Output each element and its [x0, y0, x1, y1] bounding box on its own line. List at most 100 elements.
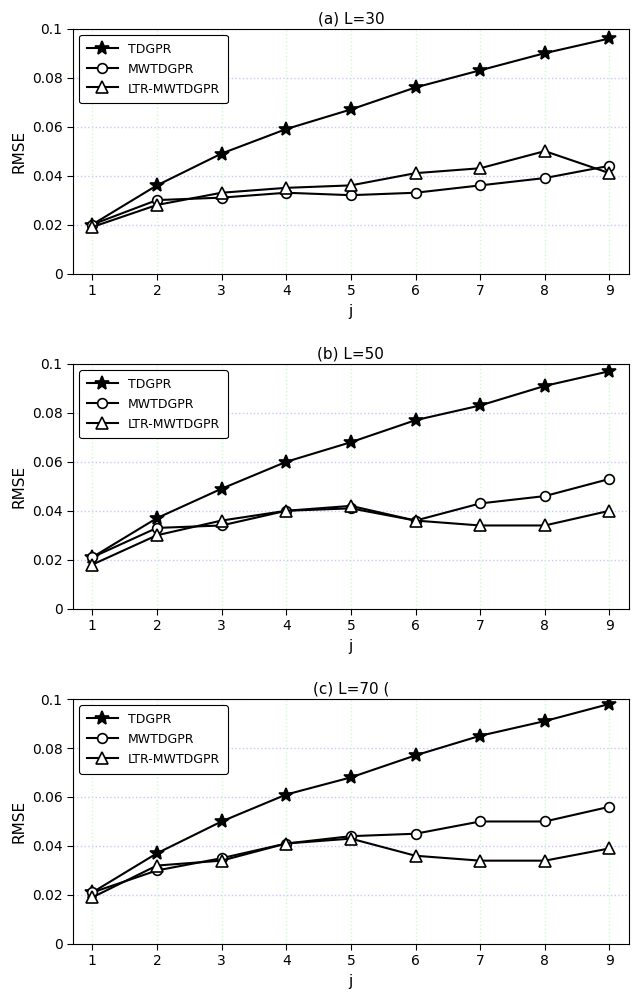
TDGPR — [282, 123, 290, 135]
LTR-MWTDGPR — [153, 199, 161, 211]
Title: (a) L=30: (a) L=30 — [317, 11, 384, 26]
MWTDGPR — [605, 801, 613, 813]
LTR-MWTDGPR — [605, 505, 613, 517]
TDGPR — [218, 483, 225, 495]
MWTDGPR — [218, 852, 225, 864]
Line: MWTDGPR: MWTDGPR — [88, 802, 614, 897]
LTR-MWTDGPR — [605, 842, 613, 854]
MWTDGPR — [347, 502, 355, 514]
LTR-MWTDGPR — [605, 167, 613, 179]
TDGPR — [153, 179, 161, 191]
MWTDGPR — [412, 828, 419, 840]
LTR-MWTDGPR — [541, 519, 548, 531]
TDGPR — [347, 436, 355, 448]
LTR-MWTDGPR — [88, 891, 96, 903]
TDGPR — [218, 815, 225, 827]
Line: LTR-MWTDGPR: LTR-MWTDGPR — [86, 500, 615, 570]
TDGPR — [347, 771, 355, 783]
Legend: TDGPR, MWTDGPR, LTR-MWTDGPR: TDGPR, MWTDGPR, LTR-MWTDGPR — [79, 370, 228, 438]
Line: LTR-MWTDGPR: LTR-MWTDGPR — [86, 146, 615, 233]
LTR-MWTDGPR — [412, 167, 419, 179]
LTR-MWTDGPR — [88, 559, 96, 571]
TDGPR — [347, 103, 355, 115]
MWTDGPR — [412, 515, 419, 527]
MWTDGPR — [412, 187, 419, 199]
TDGPR — [541, 715, 548, 727]
LTR-MWTDGPR — [282, 505, 290, 517]
MWTDGPR — [153, 864, 161, 876]
TDGPR — [218, 148, 225, 160]
Y-axis label: RMSE: RMSE — [11, 465, 26, 508]
TDGPR — [153, 847, 161, 859]
Y-axis label: RMSE: RMSE — [11, 800, 26, 843]
LTR-MWTDGPR — [412, 515, 419, 527]
MWTDGPR — [282, 187, 290, 199]
TDGPR — [412, 414, 419, 426]
Line: TDGPR: TDGPR — [85, 32, 616, 232]
MWTDGPR — [347, 189, 355, 201]
LTR-MWTDGPR — [88, 221, 96, 233]
MWTDGPR — [218, 519, 225, 531]
MWTDGPR — [218, 192, 225, 204]
MWTDGPR — [541, 490, 548, 502]
MWTDGPR — [153, 522, 161, 534]
X-axis label: j: j — [349, 639, 353, 654]
MWTDGPR — [605, 160, 613, 172]
TDGPR — [476, 64, 484, 76]
MWTDGPR — [88, 551, 96, 563]
LTR-MWTDGPR — [541, 145, 548, 157]
X-axis label: j: j — [349, 974, 353, 989]
LTR-MWTDGPR — [541, 855, 548, 867]
Line: MWTDGPR: MWTDGPR — [88, 161, 614, 229]
TDGPR — [476, 730, 484, 742]
LTR-MWTDGPR — [282, 838, 290, 850]
LTR-MWTDGPR — [153, 860, 161, 872]
LTR-MWTDGPR — [282, 182, 290, 194]
LTR-MWTDGPR — [347, 833, 355, 845]
MWTDGPR — [541, 815, 548, 827]
LTR-MWTDGPR — [153, 529, 161, 541]
TDGPR — [605, 698, 613, 710]
TDGPR — [282, 456, 290, 468]
MWTDGPR — [476, 815, 484, 827]
LTR-MWTDGPR — [218, 187, 225, 199]
LTR-MWTDGPR — [218, 515, 225, 527]
TDGPR — [88, 219, 96, 231]
TDGPR — [153, 512, 161, 524]
MWTDGPR — [476, 179, 484, 191]
Line: TDGPR: TDGPR — [85, 364, 616, 564]
LTR-MWTDGPR — [347, 179, 355, 191]
MWTDGPR — [476, 497, 484, 509]
Legend: TDGPR, MWTDGPR, LTR-MWTDGPR: TDGPR, MWTDGPR, LTR-MWTDGPR — [79, 35, 228, 103]
TDGPR — [541, 380, 548, 392]
LTR-MWTDGPR — [347, 500, 355, 512]
Legend: TDGPR, MWTDGPR, LTR-MWTDGPR: TDGPR, MWTDGPR, LTR-MWTDGPR — [79, 705, 228, 774]
MWTDGPR — [541, 172, 548, 184]
Title: (c) L=70 (: (c) L=70 ( — [313, 681, 389, 696]
LTR-MWTDGPR — [218, 855, 225, 867]
Title: (b) L=50: (b) L=50 — [317, 346, 384, 361]
MWTDGPR — [282, 838, 290, 850]
LTR-MWTDGPR — [476, 162, 484, 174]
TDGPR — [476, 399, 484, 411]
TDGPR — [88, 886, 96, 898]
MWTDGPR — [153, 194, 161, 206]
MWTDGPR — [605, 473, 613, 485]
Y-axis label: RMSE: RMSE — [11, 130, 26, 173]
MWTDGPR — [88, 886, 96, 898]
LTR-MWTDGPR — [476, 855, 484, 867]
MWTDGPR — [88, 219, 96, 231]
LTR-MWTDGPR — [476, 519, 484, 531]
X-axis label: j: j — [349, 304, 353, 319]
TDGPR — [282, 789, 290, 801]
TDGPR — [605, 32, 613, 44]
TDGPR — [541, 47, 548, 59]
Line: MWTDGPR: MWTDGPR — [88, 474, 614, 562]
TDGPR — [605, 365, 613, 377]
MWTDGPR — [347, 830, 355, 842]
Line: LTR-MWTDGPR: LTR-MWTDGPR — [86, 833, 615, 903]
TDGPR — [412, 749, 419, 761]
LTR-MWTDGPR — [412, 850, 419, 862]
TDGPR — [88, 551, 96, 563]
TDGPR — [412, 81, 419, 93]
